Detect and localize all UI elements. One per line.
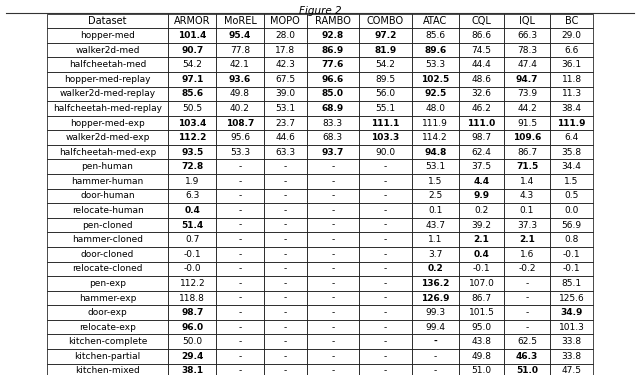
Text: Figure 2: Figure 2	[299, 6, 341, 16]
